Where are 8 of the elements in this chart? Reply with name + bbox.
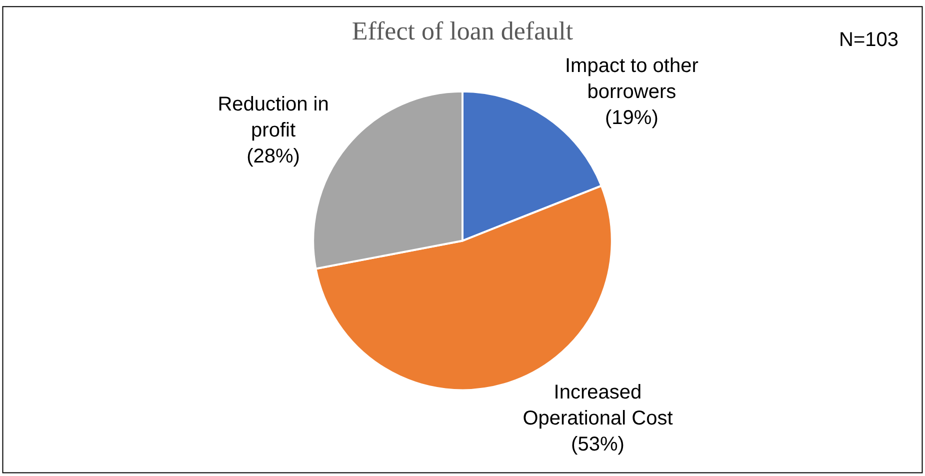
text: N=103: [839, 29, 898, 51]
chart-title: Effect of loan default: [352, 16, 574, 46]
slice-label: Impact to other borrowers: [564, 54, 699, 103]
data-label: (19%): [605, 106, 658, 129]
slice-label: Increased Operational Cost: [522, 381, 674, 430]
data-label: (28%): [246, 146, 300, 168]
slice-label: Reduction in profit: [218, 94, 329, 142]
data-label: (53%): [571, 433, 624, 456]
